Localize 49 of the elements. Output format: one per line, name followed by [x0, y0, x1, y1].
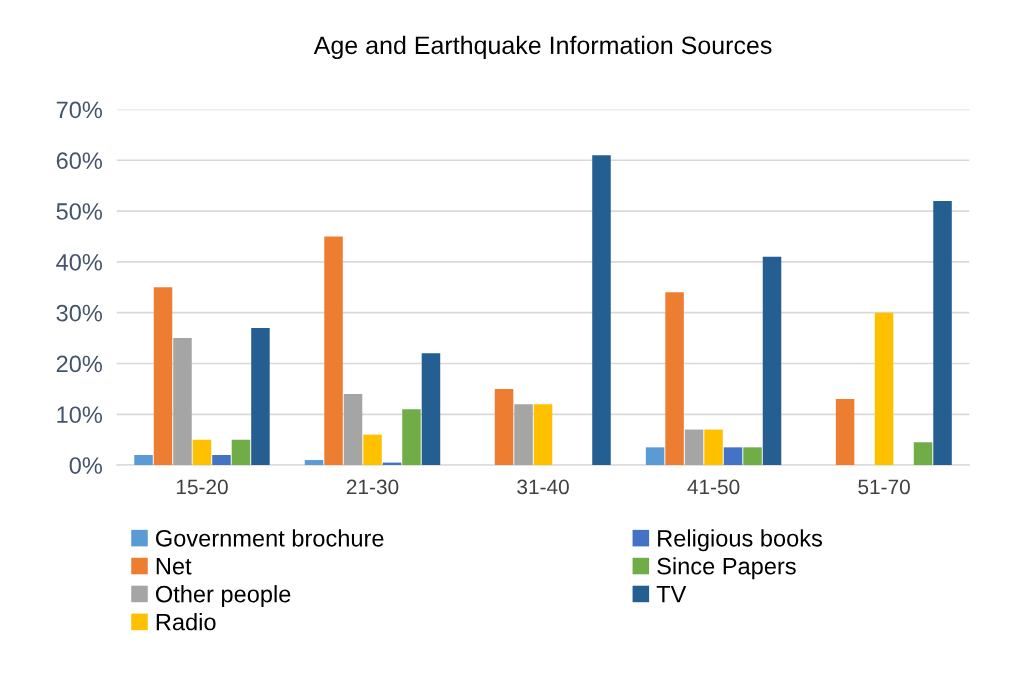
- bar: [704, 429, 723, 466]
- bar: [645, 447, 665, 466]
- legend-label: Net: [156, 558, 192, 575]
- x-tick-label: 31-40: [517, 479, 569, 495]
- bar: [402, 409, 421, 466]
- x-tick-label: 15-20: [176, 479, 228, 495]
- bar: [324, 236, 343, 466]
- legend-label: TV: [656, 585, 687, 603]
- bar: [933, 200, 952, 466]
- legend-label: Since Papers: [657, 557, 796, 580]
- bar: [592, 155, 611, 466]
- bar: [684, 429, 704, 466]
- legend-label: Religious books: [658, 529, 823, 552]
- y-tick-label: 50%: [56, 203, 102, 220]
- y-tick-label: 70%: [56, 101, 102, 119]
- bar: [533, 404, 553, 466]
- bar: [913, 442, 933, 466]
- y-tick-label: 20%: [56, 355, 102, 373]
- bar: [743, 447, 762, 466]
- bar: [134, 454, 153, 466]
- bar: [874, 312, 894, 466]
- bar: [251, 327, 270, 466]
- y-tick-label: 60%: [56, 152, 102, 170]
- bar: [304, 460, 324, 466]
- y-tick-label: 0%: [69, 457, 102, 474]
- bar: [762, 256, 782, 466]
- bar: [153, 287, 173, 466]
- y-tick-label: 10%: [57, 406, 102, 424]
- legend-label: Other people: [155, 585, 291, 608]
- legend-label: Government brochure: [156, 529, 384, 547]
- legend-label: Radio: [156, 613, 216, 631]
- x-tick-label: 51-70: [858, 479, 910, 495]
- bar: [173, 338, 192, 466]
- x-tick-label: 21-30: [346, 479, 399, 495]
- bar: [835, 399, 855, 466]
- bar: [665, 292, 684, 466]
- bar: [192, 439, 212, 466]
- y-tick-label: 30%: [56, 304, 102, 322]
- bar: [212, 454, 231, 466]
- bar: [421, 353, 441, 466]
- bar: [494, 388, 514, 466]
- bar: [343, 393, 363, 466]
- chart-title: Age and Earthquake Information Sources: [313, 35, 772, 60]
- bar: [723, 447, 743, 466]
- y-tick-label: 40%: [56, 253, 102, 271]
- bar: [363, 434, 382, 466]
- bar: [514, 404, 533, 466]
- x-tick-label: 41-50: [687, 479, 740, 495]
- bar: [231, 439, 251, 466]
